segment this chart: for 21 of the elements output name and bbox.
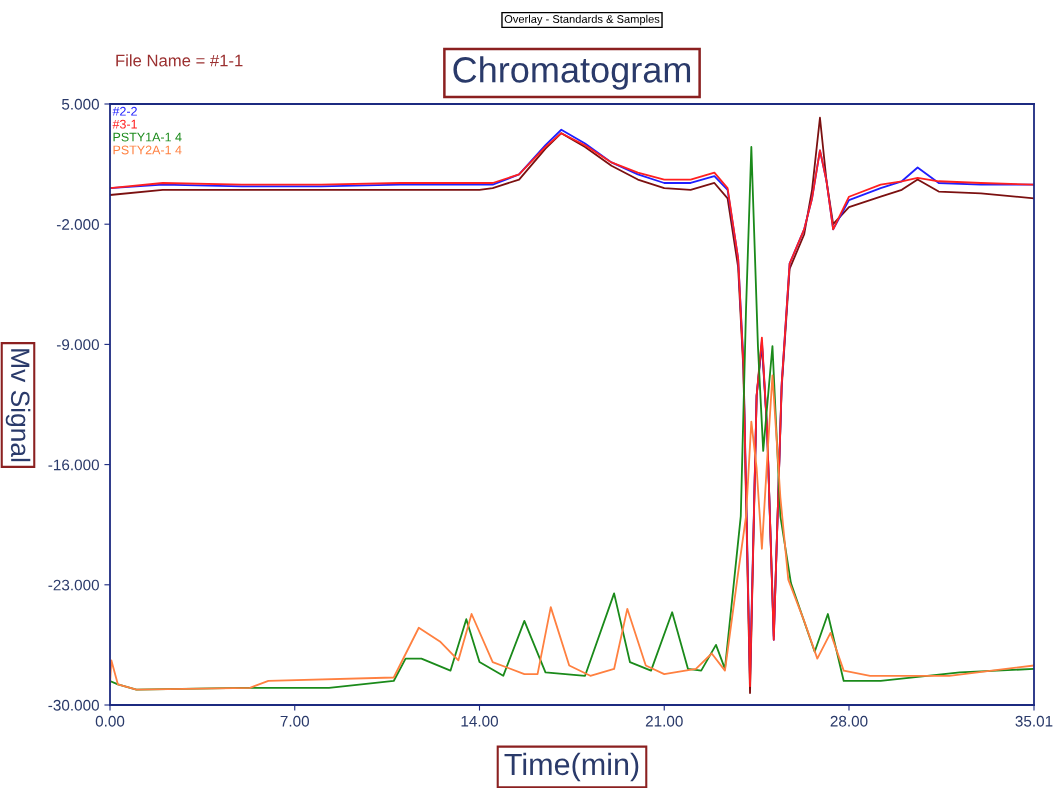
y-axis-title: Mv Signal <box>5 349 31 462</box>
x-tick-label: 14.00 <box>461 715 499 727</box>
text: #2-2 <box>112 106 137 116</box>
y-tick-label: -2.000 <box>56 219 99 230</box>
x-axis-title: Time(min) <box>504 752 639 782</box>
x-tick-label: 28.00 <box>830 715 868 727</box>
y-tick-label: -30.000 <box>48 699 99 711</box>
text: File Name = #1-1 <box>116 54 243 67</box>
x-tick-label: 35.01 <box>1015 715 1053 727</box>
y-tick-label: 5.000 <box>61 98 99 110</box>
y-tick-label: -16.000 <box>48 459 99 471</box>
x-tick-label: 21.00 <box>645 715 683 727</box>
y-tick-label: -23.000 <box>48 579 99 591</box>
text: PSTY1A-1 4 <box>113 132 182 142</box>
chart-title: Chromatogram <box>453 56 691 90</box>
text: #3-1 <box>112 119 137 129</box>
chart-subtitle: Overlay - Standards & Samples <box>504 14 660 26</box>
text: PSTY2A-1 4 <box>113 145 182 155</box>
x-tick-label: 7.00 <box>280 715 310 727</box>
x-tick-label: 0.00 <box>95 715 125 727</box>
y-tick-label: -9.000 <box>56 339 99 351</box>
